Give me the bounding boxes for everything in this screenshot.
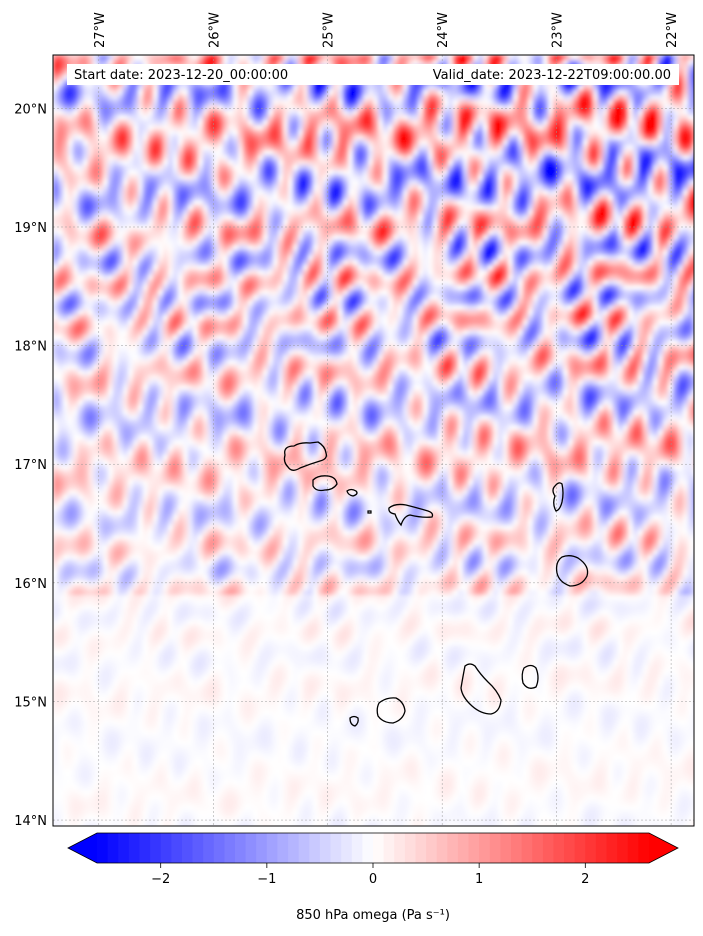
colorbar-tick-label: 0 [369,872,377,887]
lat-tick-label: 14°N [14,814,47,829]
colorbar-extend-high [649,833,678,863]
colorbar-tick-label: 2 [581,872,589,887]
longitude-tick-labels: 27°W 26°W 25°W 24°W 23°W 22°W [93,12,680,48]
colorbar-tick-label: −1 [257,872,276,887]
lon-tick-label: 27°W [93,12,108,48]
lon-tick-label: 26°W [207,12,222,48]
lat-tick-label: 20°N [14,102,47,117]
colorbar-gradient [97,833,650,863]
lat-tick-label: 18°N [14,340,47,355]
start-date-label: Start date: 2023-12-20_00:00:00 [74,68,288,83]
coastlines [283,441,589,727]
map-frame [52,54,695,827]
island-fogo [376,697,406,724]
colorbar-tick-label: −2 [151,872,170,887]
island-sao-vicente [312,475,338,492]
colorbar-title: 850 hPa omega (Pa s⁻¹) [296,908,450,923]
lon-tick-label: 24°W [436,12,451,48]
lon-tick-label: 23°W [551,12,566,48]
island-santo-antao [283,441,328,471]
island-sao-nicolau [388,503,434,527]
island-branco [367,510,372,514]
island-boa-vista [555,555,589,587]
omega-field [53,55,694,826]
lat-tick-label: 19°N [14,221,47,236]
valid-date-label: Valid_date: 2023-12-22T09:00:00.00 [433,68,671,83]
island-santa-luzia [346,488,358,497]
island-santiago [460,663,502,715]
lon-tick-label: 25°W [322,12,337,48]
colorbar-tick-label: 1 [475,872,483,887]
label-box [67,64,679,85]
lat-tick-label: 17°N [14,458,47,473]
lat-tick-label: 15°N [14,695,47,710]
lon-tick-label: 22°W [665,12,680,48]
island-maio [521,664,539,689]
gridlines [53,55,694,826]
colorbar-outline [67,832,679,864]
latitude-tick-labels: 20°N 19°N 18°N 17°N 16°N 15°N 14°N [14,102,47,829]
island-sal [552,482,564,512]
colorbar-extend-low [68,833,97,863]
colorbar: −2 −1 0 1 2 850 hPa omega (Pa s⁻¹) [67,832,679,923]
lat-tick-label: 16°N [14,577,47,592]
map-panel [52,54,695,827]
colorbar-ticks: −2 −1 0 1 2 [151,863,589,887]
island-brava [349,715,359,727]
date-labels: Start date: 2023-12-20_00:00:00 Valid_da… [67,64,679,85]
